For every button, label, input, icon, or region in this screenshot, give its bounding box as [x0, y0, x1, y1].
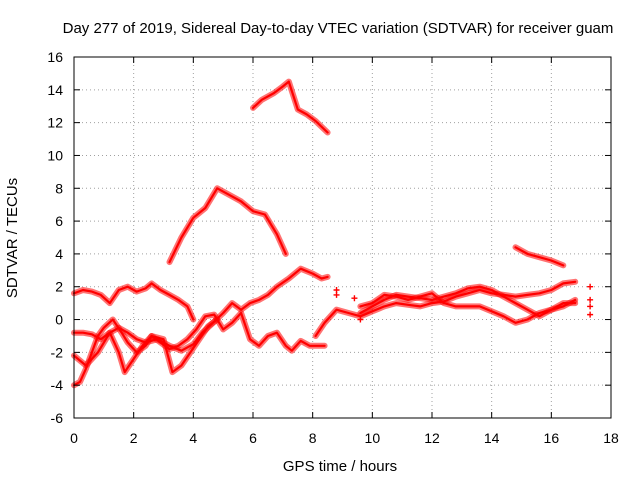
scattered-markers [333, 283, 594, 323]
series-track-g [314, 280, 577, 338]
y-tick-label: -2 [51, 344, 64, 360]
x-tick-label: 14 [484, 430, 500, 446]
chart-title: Day 277 of 2019, Sidereal Day-to-day VTE… [63, 20, 614, 37]
x-tick-label: 8 [309, 430, 317, 446]
plus-marker [587, 303, 594, 310]
series-track-b [168, 187, 287, 264]
series-track-c [72, 282, 195, 321]
data-series [71, 78, 579, 389]
x-tick-label: 18 [603, 430, 619, 446]
series-track-a [251, 80, 329, 134]
axis-ticks [73, 56, 612, 419]
y-tick-label: 4 [55, 246, 63, 262]
series-track-b-band [166, 185, 289, 266]
plot-frame [73, 56, 612, 419]
plus-marker [333, 291, 340, 298]
plus-marker [587, 296, 594, 303]
y-tick-label: -4 [51, 377, 64, 393]
y-tick-label: 16 [47, 49, 63, 65]
x-tick-label: 2 [130, 430, 138, 446]
y-tick-label: 10 [47, 147, 63, 163]
y-tick-label: 2 [55, 279, 63, 295]
y-tick-label: -6 [51, 410, 64, 426]
series-track-i-band [357, 290, 579, 326]
y-tick-labels: -6 -4 -2 0 2 4 6 8 10 12 14 16 [47, 49, 63, 426]
series-track-f [72, 318, 219, 374]
x-tick-label: 12 [424, 430, 440, 446]
x-tick-labels: 0 2 4 6 8 10 12 14 16 18 [70, 430, 619, 446]
y-axis-label: SDTVAR / TECUs [4, 178, 21, 298]
plus-marker [357, 316, 364, 323]
y-tick-label: 8 [55, 180, 63, 196]
plus-marker [587, 283, 594, 290]
plus-marker [351, 295, 358, 302]
x-tick-label: 6 [249, 430, 257, 446]
y-tick-label: 12 [47, 115, 63, 131]
y-tick-label: 14 [47, 82, 63, 98]
series-track-j [514, 246, 565, 267]
x-axis-label: GPS time / hours [283, 458, 397, 475]
series-track-g-band [312, 278, 579, 339]
plus-marker [587, 311, 594, 318]
grid-lines [74, 57, 611, 418]
x-tick-label: 10 [365, 430, 381, 446]
x-tick-label: 16 [544, 430, 560, 446]
x-tick-label: 0 [70, 430, 78, 446]
series-track-e [72, 311, 326, 387]
y-tick-label: 6 [55, 213, 63, 229]
series-track-i [359, 292, 577, 324]
y-tick-label: 0 [55, 312, 63, 328]
x-tick-label: 4 [189, 430, 197, 446]
